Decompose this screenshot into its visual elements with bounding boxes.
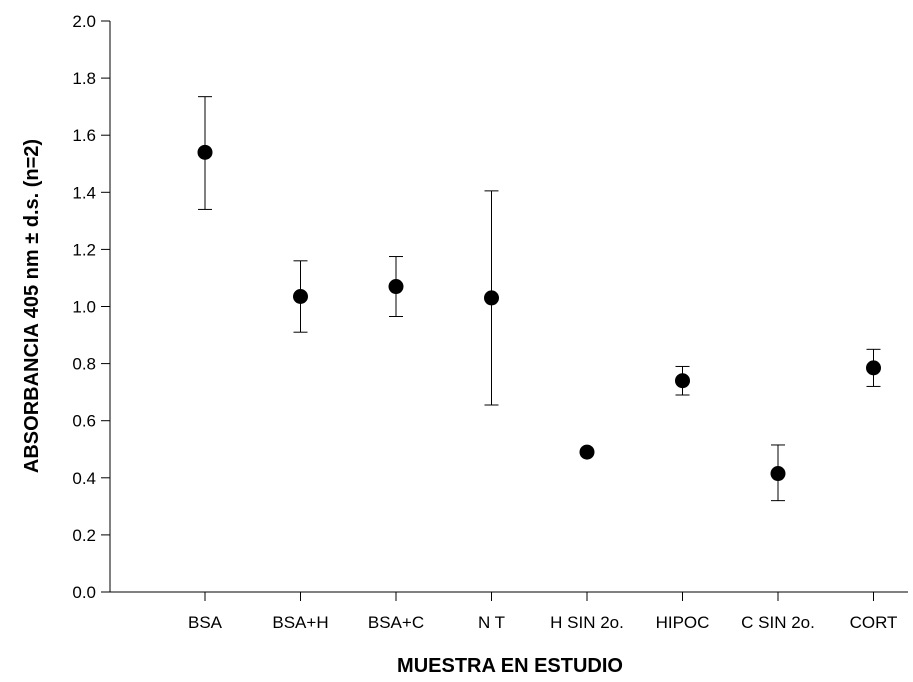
y-tick-label: 1.8	[72, 69, 96, 88]
data-point	[866, 360, 881, 376]
data-point	[388, 279, 404, 295]
y-tick-label: 0.2	[72, 526, 96, 545]
y-tick-label: 0.8	[72, 355, 96, 374]
y-tick-label: 0.6	[72, 412, 96, 431]
y-tick-label: 1.6	[72, 126, 96, 145]
x-tick-label: N T	[478, 613, 505, 632]
y-tick-label: 0.0	[72, 583, 96, 602]
y-axis-title: ABSORBANCIA 405 nm ± d.s. (n=2)	[21, 139, 43, 473]
y-axis: 0.0 0.2 0.4 0.6 0.8 1.0 1.2 1.4 1.6 1.8 2.0	[72, 12, 111, 602]
x-tick-label: BSA+H	[272, 613, 328, 632]
y-tick-label: 1.2	[72, 240, 96, 259]
x-axis-title: MUESTRA EN ESTUDIO	[397, 655, 623, 677]
x-tick-label: C SIN 2o.	[741, 613, 815, 632]
data-point	[484, 290, 499, 306]
data-point	[770, 466, 786, 482]
x-tick-label: HIPOC	[656, 613, 710, 632]
y-tick-label: 0.4	[72, 469, 96, 488]
y-tick-label: 2.0	[72, 12, 96, 31]
data-point	[197, 144, 213, 160]
x-tick-label: BSA	[188, 613, 223, 632]
y-tick-label: 1.0	[72, 298, 96, 317]
y-tick-label: 1.4	[72, 183, 96, 202]
x-tick-label: CORT	[850, 613, 898, 632]
data-point	[675, 373, 690, 389]
data-point	[579, 444, 595, 460]
x-tick-label: H SIN 2o.	[550, 613, 624, 632]
x-axis: BSA BSA+H BSA+C N T H SIN 2o. HIPOC C SIN 2o. C…	[110, 591, 908, 632]
x-tick-label: BSA+C	[368, 613, 424, 632]
data-point	[293, 289, 308, 305]
data-points	[197, 144, 881, 482]
